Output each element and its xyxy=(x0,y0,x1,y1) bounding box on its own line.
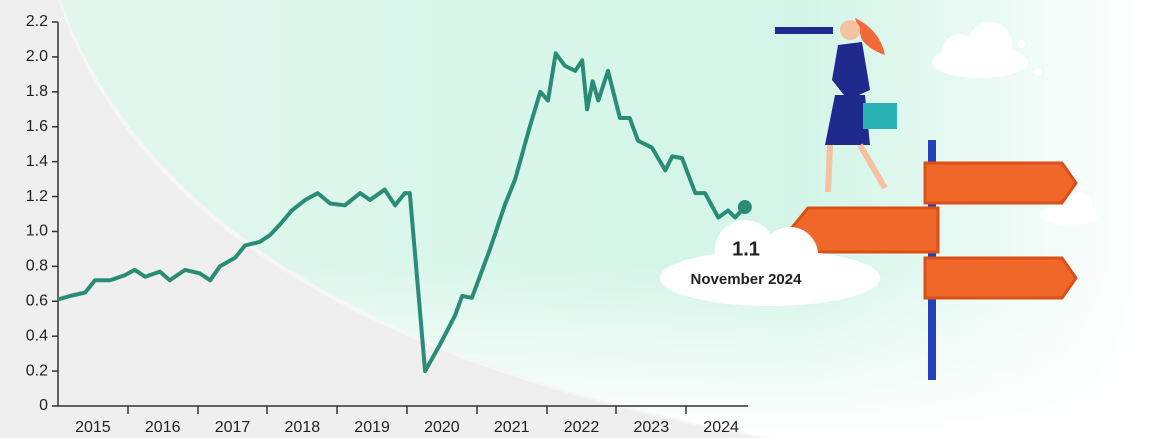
signpost xyxy=(788,140,1078,380)
y-tick-label: 1.2 xyxy=(26,188,48,205)
y-tick-label: 1.0 xyxy=(26,223,48,240)
y-tick-label: 1.4 xyxy=(26,153,48,170)
y-tick-label: 0.4 xyxy=(26,327,48,344)
clouds xyxy=(932,22,1100,225)
x-tick-label: 2023 xyxy=(634,419,670,436)
year-dividers xyxy=(127,406,687,414)
y-tick-label: 0.8 xyxy=(26,258,48,275)
x-tick-label: 2022 xyxy=(564,419,600,436)
x-tick-label: 2018 xyxy=(285,419,321,436)
x-tick-label: 2019 xyxy=(354,419,390,436)
annotation-date: November 2024 xyxy=(691,271,803,288)
y-tick-label: 1.6 xyxy=(26,118,48,135)
y-tick-label: 1.8 xyxy=(26,83,48,100)
callout-bubble xyxy=(660,220,880,306)
y-tick-label: 0 xyxy=(39,397,48,414)
y-tick-label: 0.2 xyxy=(26,362,48,379)
gray-shape xyxy=(0,0,770,438)
data-line xyxy=(57,51,747,374)
x-tick-label: 2021 xyxy=(494,419,530,436)
y-tick-label: 2.0 xyxy=(26,48,48,65)
x-tick-label: 2016 xyxy=(145,419,181,436)
x-tick-label: 2020 xyxy=(424,419,460,436)
annotation-value: 1.1 xyxy=(732,238,760,260)
y-tick-label: 0.6 xyxy=(26,292,48,309)
woman-illustration xyxy=(775,18,897,193)
x-tick-label: 2024 xyxy=(703,419,739,436)
x-tick-label: 2015 xyxy=(75,419,111,436)
last-point xyxy=(737,200,752,215)
x-tick-label: 2017 xyxy=(215,419,251,436)
y-tick-label: 2.2 xyxy=(26,13,48,30)
